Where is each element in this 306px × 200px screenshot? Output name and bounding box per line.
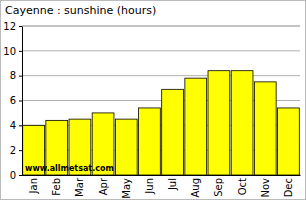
- y-tick: 6: [10, 95, 22, 106]
- x-tick: Nov: [260, 178, 271, 198]
- grid: [22, 26, 300, 175]
- y-tick-mark: [19, 51, 22, 52]
- bar: [162, 89, 184, 175]
- x-tick-label: May: [121, 178, 132, 199]
- y-tick-label: 8: [10, 70, 16, 81]
- y-tick-mark: [19, 26, 22, 27]
- x-tick: Jul: [167, 178, 178, 191]
- x-axis-line: [23, 175, 301, 176]
- frame: [22, 26, 300, 27]
- x-tick-label: Mar: [74, 177, 85, 197]
- bar: [208, 71, 230, 175]
- x-tick-label: Jul: [167, 178, 178, 191]
- x-tick-label: Sep: [213, 178, 224, 197]
- y-tick-label: 12: [3, 21, 16, 32]
- grid-line: [22, 50, 300, 51]
- y-tick: 8: [10, 70, 22, 81]
- x-tick: Mar: [74, 177, 85, 197]
- y-axis: 0 2 4 6 8 10 12: [3, 21, 22, 181]
- x-tick: May: [121, 178, 132, 199]
- x-tick: Dec: [283, 178, 294, 197]
- plot: 0 2 4 6 8 10 12 Jan Feb Mar Apr May Jun Jul Aug Sep Oct N…: [3, 21, 300, 199]
- y-tick: 0: [10, 170, 22, 181]
- y-tick-label: 4: [10, 120, 16, 131]
- y-tick-label: 2: [10, 145, 16, 156]
- x-tick-label: Jan: [28, 178, 39, 194]
- grid-line: [22, 75, 300, 76]
- x-tick-label: Jun: [144, 178, 155, 195]
- bar: [231, 71, 253, 175]
- y-tick-label: 0: [10, 170, 16, 181]
- y-tick-label: 10: [3, 46, 16, 57]
- x-tick-label: Aug: [190, 178, 201, 198]
- y-tick: 12: [3, 21, 22, 32]
- x-tick-label: Nov: [260, 178, 271, 198]
- title: Cayenne : sunshine (hours): [5, 4, 156, 17]
- y-tick-mark: [19, 76, 22, 77]
- y-tick-mark: [19, 101, 22, 102]
- x-tick: Aug: [190, 178, 201, 198]
- x-tick: Feb: [51, 178, 62, 196]
- bar: [278, 108, 300, 175]
- y-tick: 4: [10, 120, 22, 131]
- chart: 0 2 4 6 8 10 12 Jan Feb Mar Apr May Jun Jul Aug Sep Oct N…: [0, 0, 306, 200]
- bar: [254, 82, 276, 175]
- x-tick: Jan: [28, 178, 39, 194]
- annotation: www.allmetsat.com: [25, 164, 114, 173]
- x-tick: Apr: [98, 177, 109, 195]
- bar: [139, 108, 161, 175]
- x-tick-label: Apr: [98, 177, 109, 195]
- x-tick-label: Feb: [51, 178, 62, 196]
- y-tick-mark: [19, 150, 22, 151]
- x-tick-label: Oct: [237, 178, 248, 195]
- background: [1, 1, 306, 200]
- x-tick-label: Dec: [283, 178, 294, 197]
- x-axis: Jan Feb Mar Apr May Jun Jul Aug Sep Oct Nov Dec: [23, 176, 301, 199]
- grid-line: [22, 26, 300, 27]
- x-tick: Sep: [213, 178, 224, 197]
- y-tick-label: 6: [10, 95, 16, 106]
- bar: [115, 119, 137, 175]
- x-tick: Jun: [144, 178, 155, 195]
- y-tick-mark: [19, 175, 22, 176]
- y-axis-line: [19, 27, 23, 176]
- y-tick-mark: [19, 125, 22, 126]
- x-tick: Oct: [237, 178, 248, 195]
- y-tick: 10: [3, 46, 22, 57]
- bars: [23, 71, 300, 175]
- y-tick: 2: [10, 145, 22, 156]
- bar: [185, 78, 207, 175]
